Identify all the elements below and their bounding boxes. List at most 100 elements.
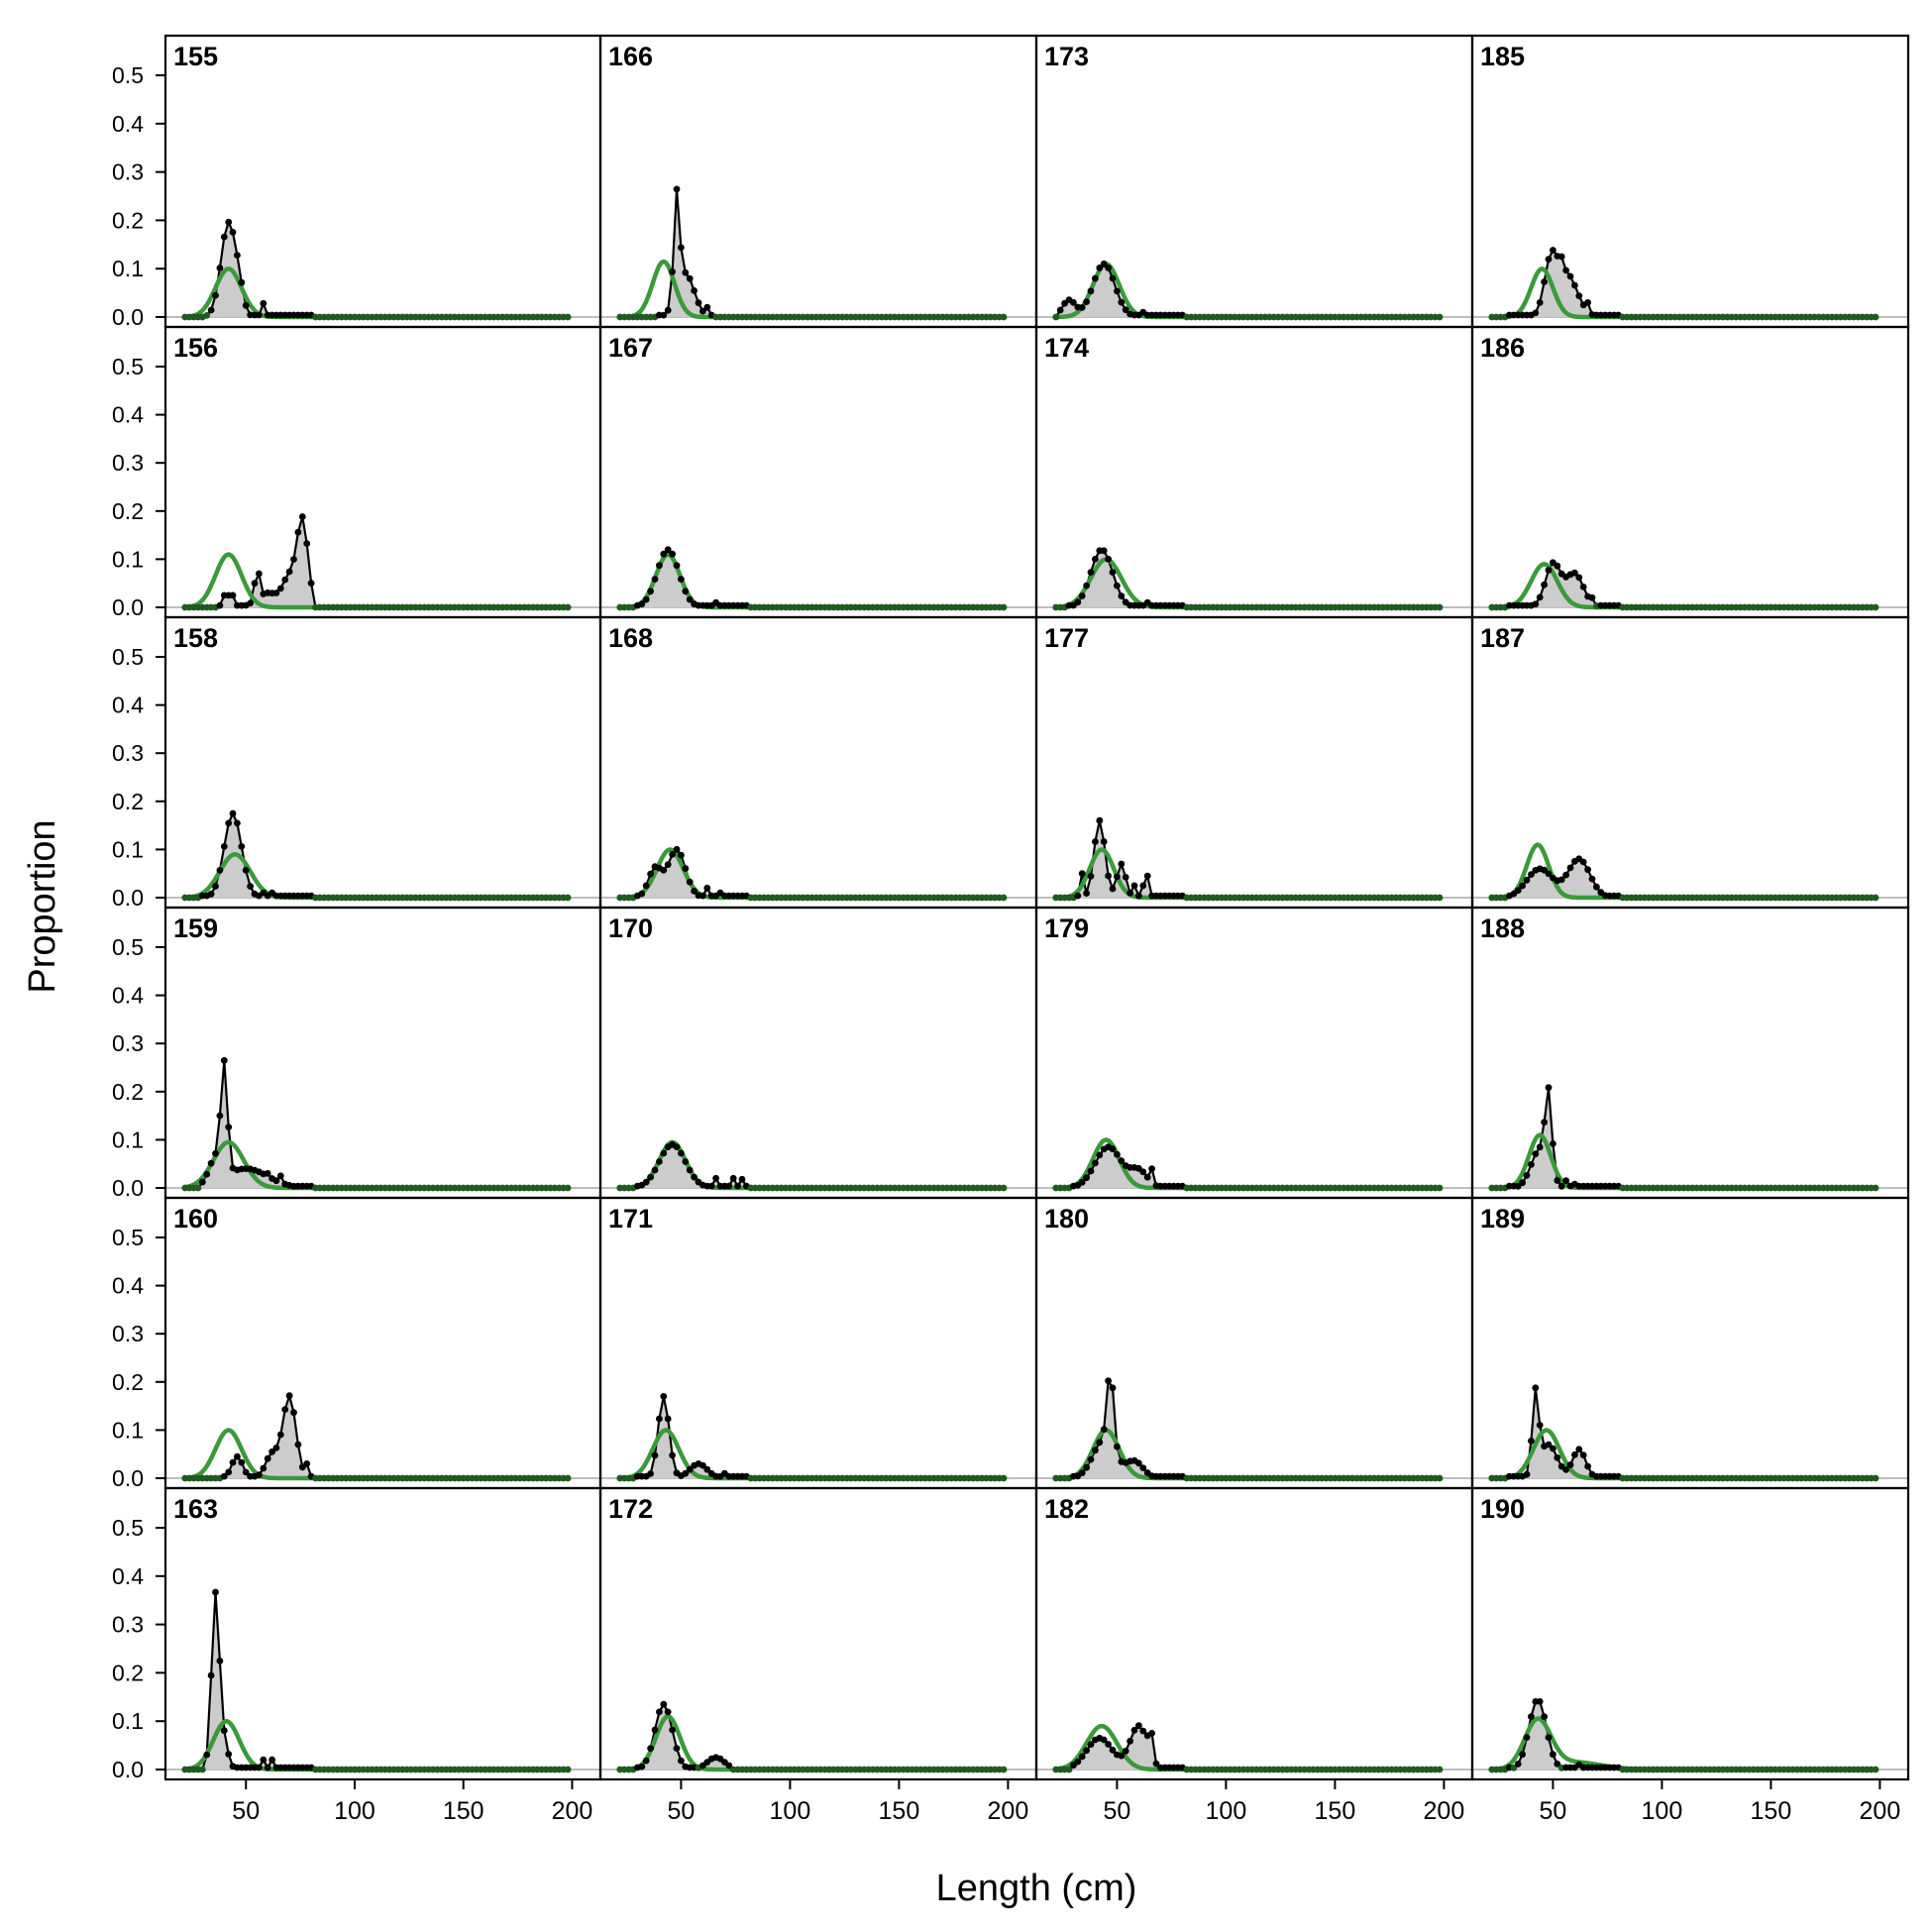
panel-180: 180 (1036, 1204, 1472, 1482)
observed-point (1566, 1461, 1574, 1468)
observed-point (1083, 298, 1090, 305)
observed-point (642, 1757, 650, 1765)
y-tick-label: 0.0 (112, 1465, 144, 1491)
panel-label: 163 (173, 1494, 218, 1524)
observed-area (619, 1704, 1004, 1770)
observed-point (1000, 894, 1008, 902)
observed-point (703, 303, 711, 311)
observed-point (729, 1174, 737, 1182)
x-tick-label: 150 (443, 1797, 484, 1825)
observed-point (1550, 1445, 1556, 1452)
observed-point (1109, 1384, 1117, 1392)
observed-point (678, 851, 685, 859)
observed-point (281, 576, 289, 584)
observed-point (1523, 1734, 1531, 1741)
observed-point (1105, 872, 1112, 880)
observed-point (1562, 871, 1569, 879)
observed-point (216, 867, 224, 874)
observed-point (1571, 281, 1578, 289)
observed-point (1078, 304, 1086, 311)
observed-point (303, 540, 311, 547)
panel-172: 172 (600, 1494, 1036, 1773)
panel-171: 171 (600, 1204, 1036, 1482)
observed-point (1078, 1179, 1086, 1186)
expected-line (184, 1718, 569, 1772)
observed-area (1055, 1380, 1440, 1478)
y-tick-label: 0.1 (112, 1417, 144, 1443)
y-tick-label: 0.0 (112, 594, 144, 620)
panel-label: 185 (1480, 42, 1525, 71)
observed-point (656, 1158, 663, 1165)
observed-point (225, 218, 233, 226)
panel-border (1470, 615, 1910, 910)
observed-point (1528, 1438, 1535, 1445)
observed-point (703, 884, 711, 892)
panel-border (163, 1486, 602, 1781)
observed-point (1545, 1084, 1553, 1092)
observed-point (647, 588, 654, 595)
x-tick-label: 200 (988, 1797, 1029, 1825)
observed-point (242, 1468, 250, 1476)
observed-point (207, 890, 215, 898)
observed-point (1557, 253, 1565, 261)
observed-point (1087, 873, 1095, 880)
panel-label: 179 (1044, 913, 1089, 943)
observed-point (669, 268, 676, 275)
observed-point (229, 809, 237, 817)
observed-point (264, 1764, 271, 1771)
observed-point (1105, 1741, 1112, 1748)
observed-point (1436, 1766, 1444, 1773)
observed-point (669, 1451, 676, 1459)
observed-point (1109, 1145, 1117, 1153)
y-tick-label: 0.4 (112, 983, 144, 1009)
observed-point (212, 883, 219, 890)
axes: 0.0 0.1 0.2 0.3 0.4 0.5 0.0 0.1 0.2 0.3 0.4 0.5 0.0 0… (112, 34, 1910, 1825)
observed-point (678, 1757, 685, 1765)
observed-point (285, 1392, 293, 1400)
observed-point (686, 595, 694, 603)
observed-point (1579, 584, 1587, 590)
observed-point (212, 1149, 219, 1157)
x-tick-label: 200 (1860, 1797, 1901, 1825)
observed-point (699, 307, 706, 315)
observed-point (638, 600, 646, 608)
y-tick-label: 0.2 (112, 498, 144, 524)
panel-156: 156 (165, 333, 600, 611)
observed-point (260, 299, 268, 307)
observed-point (1122, 306, 1129, 314)
observed-point (1000, 603, 1008, 611)
observed-point (1536, 1698, 1544, 1705)
observed-area (1491, 1087, 1876, 1188)
observed-area (619, 1396, 1004, 1478)
observed-point (1122, 874, 1129, 881)
observed-point (242, 301, 250, 309)
observed-point (1532, 309, 1540, 317)
panel-label: 190 (1480, 1494, 1525, 1524)
observed-point (1118, 860, 1126, 868)
observed-point (234, 819, 241, 827)
x-tick-label: 100 (1642, 1797, 1683, 1825)
y-tick-label: 0.1 (112, 836, 144, 862)
observed-point (686, 1166, 694, 1174)
observed-point (1872, 1474, 1879, 1482)
observed-point (285, 568, 293, 576)
panel-label: 160 (173, 1204, 218, 1234)
observed-area (619, 549, 1004, 607)
observed-point (1579, 858, 1587, 866)
observed-point (1541, 1713, 1548, 1720)
panel-label: 168 (608, 623, 653, 653)
panel-190: 190 (1472, 1494, 1908, 1773)
observed-point (1078, 870, 1086, 878)
observed-point (1575, 1446, 1583, 1453)
observed-point (678, 576, 685, 583)
observed-area (1055, 1146, 1440, 1188)
observed-point (1579, 1451, 1587, 1458)
observed-area (184, 516, 569, 607)
x-tick-label: 200 (1424, 1797, 1465, 1825)
panel-187: 187 (1472, 623, 1908, 902)
observed-point (1143, 1173, 1151, 1181)
observed-area (184, 813, 569, 898)
observed-point (247, 599, 254, 607)
observed-point (660, 311, 668, 319)
panel-166: 166 (600, 42, 1036, 321)
